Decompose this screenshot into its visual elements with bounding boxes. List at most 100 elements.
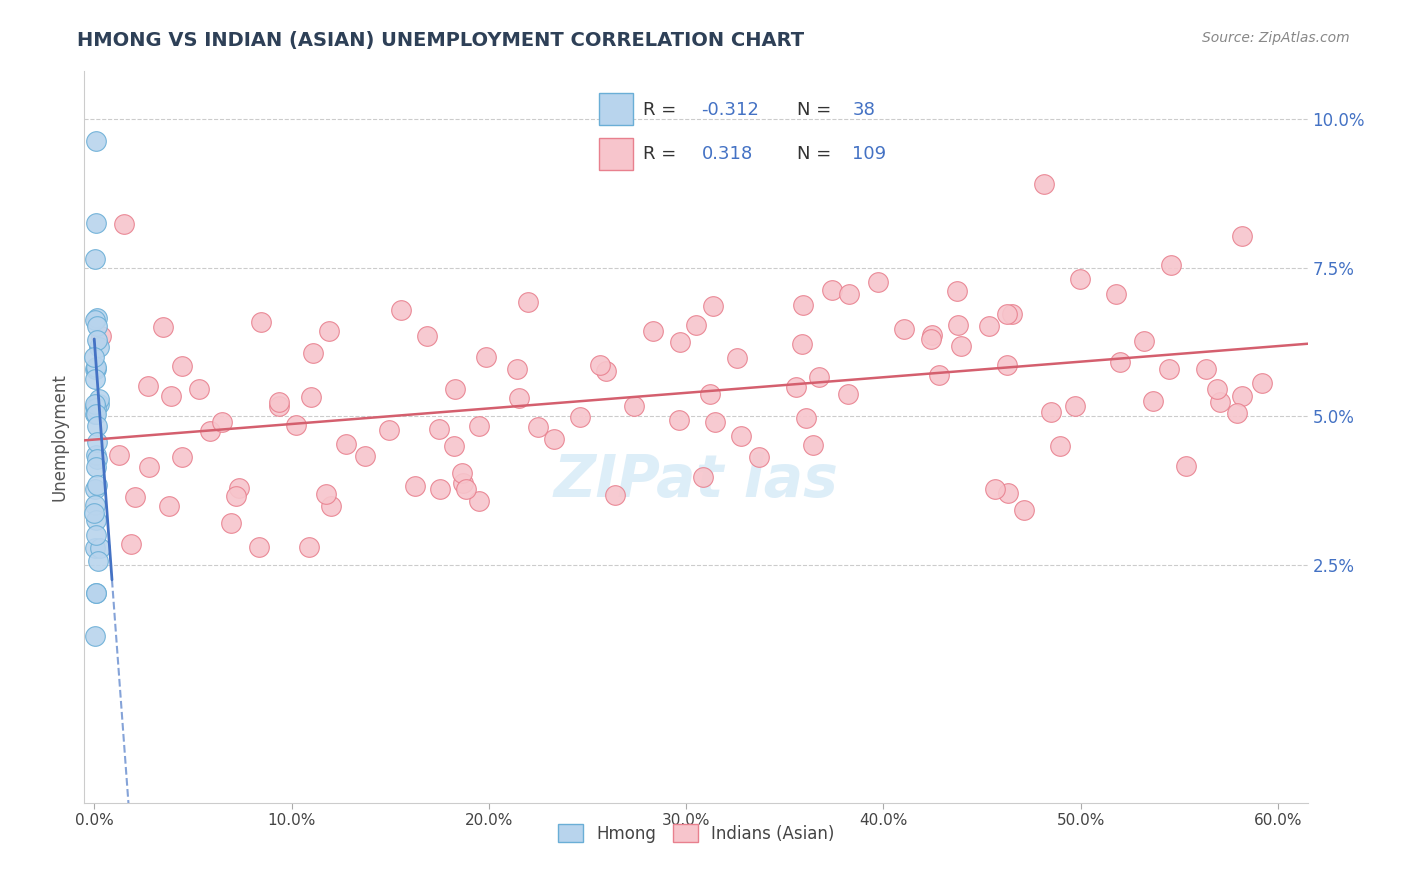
Point (946, 318, 969, 333)
Point (124, 490, 146, 504)
Point (427, 422, 450, 436)
Point (792, 298, 814, 312)
Point (86, 397, 108, 411)
Point (526, 419, 548, 434)
Point (84, 360, 107, 375)
Point (221, 516, 243, 530)
Point (86, 419, 108, 434)
Point (84, 527, 107, 541)
Point (516, 295, 538, 310)
Point (543, 433, 565, 447)
Point (977, 318, 1000, 333)
Point (429, 482, 451, 496)
Point (211, 415, 233, 429)
Point (86, 310, 108, 325)
Point (86, 435, 108, 450)
Point (84, 361, 107, 376)
Text: Source: ZipAtlas.com: Source: ZipAtlas.com (1202, 31, 1350, 45)
Point (84, 482, 107, 496)
Text: HMONG VS INDIAN (ASIAN) UNEMPLOYMENT CORRELATION CHART: HMONG VS INDIAN (ASIAN) UNEMPLOYMENT COR… (77, 31, 804, 50)
Point (569, 410, 592, 425)
Point (172, 450, 194, 464)
Point (83, 541, 105, 555)
Point (84, 407, 107, 421)
Point (86, 319, 108, 334)
Point (699, 387, 721, 401)
Point (302, 345, 325, 359)
Point (225, 489, 247, 503)
Point (84, 397, 107, 411)
Point (84, 371, 107, 385)
Point (685, 318, 707, 333)
Point (416, 329, 439, 343)
Point (692, 470, 714, 484)
Point (84, 460, 107, 475)
Point (1160, 258, 1182, 272)
Point (1157, 362, 1180, 376)
Point (1108, 354, 1130, 368)
Point (86, 134, 108, 148)
Point (1174, 458, 1197, 473)
Point (84, 448, 107, 462)
Point (87, 554, 110, 568)
Point (443, 382, 465, 396)
Point (595, 364, 617, 378)
Point (920, 332, 942, 346)
Point (468, 494, 491, 508)
Point (107, 449, 129, 463)
Point (505, 361, 527, 376)
Point (949, 339, 972, 353)
Point (589, 358, 612, 372)
Point (159, 500, 181, 514)
Point (228, 481, 250, 495)
Point (725, 351, 748, 365)
Point (83, 506, 105, 520)
Point (84, 408, 107, 422)
Point (1012, 503, 1035, 517)
Point (803, 438, 825, 452)
Point (84, 586, 107, 600)
Point (354, 449, 377, 463)
Point (443, 439, 465, 453)
Point (267, 399, 290, 413)
Point (730, 429, 752, 443)
Point (389, 303, 412, 318)
Point (669, 334, 692, 349)
Point (821, 283, 844, 297)
Point (136, 379, 159, 393)
Point (152, 319, 174, 334)
Point (508, 391, 530, 405)
Point (790, 337, 813, 351)
Point (84, 362, 107, 376)
Point (921, 327, 943, 342)
Point (83, 351, 105, 365)
Point (120, 536, 142, 550)
Point (83, 252, 105, 267)
Point (1032, 177, 1054, 191)
Point (995, 307, 1018, 321)
Point (285, 417, 308, 432)
Point (893, 322, 915, 336)
Point (837, 387, 859, 401)
Point (1040, 405, 1063, 419)
Point (456, 482, 478, 496)
Point (90, 329, 112, 343)
Point (84, 401, 107, 415)
Point (1049, 439, 1071, 453)
Point (84, 513, 107, 527)
Point (138, 460, 160, 475)
Point (1251, 376, 1274, 390)
Point (247, 540, 270, 554)
Point (83, 498, 105, 512)
Point (1206, 383, 1229, 397)
Point (89, 541, 111, 555)
Point (643, 324, 665, 338)
Point (87, 397, 110, 411)
Point (84, 585, 107, 599)
Point (335, 437, 357, 451)
Point (87, 392, 110, 406)
Point (475, 350, 498, 364)
Point (468, 419, 491, 434)
Point (250, 315, 273, 329)
Point (188, 382, 211, 396)
